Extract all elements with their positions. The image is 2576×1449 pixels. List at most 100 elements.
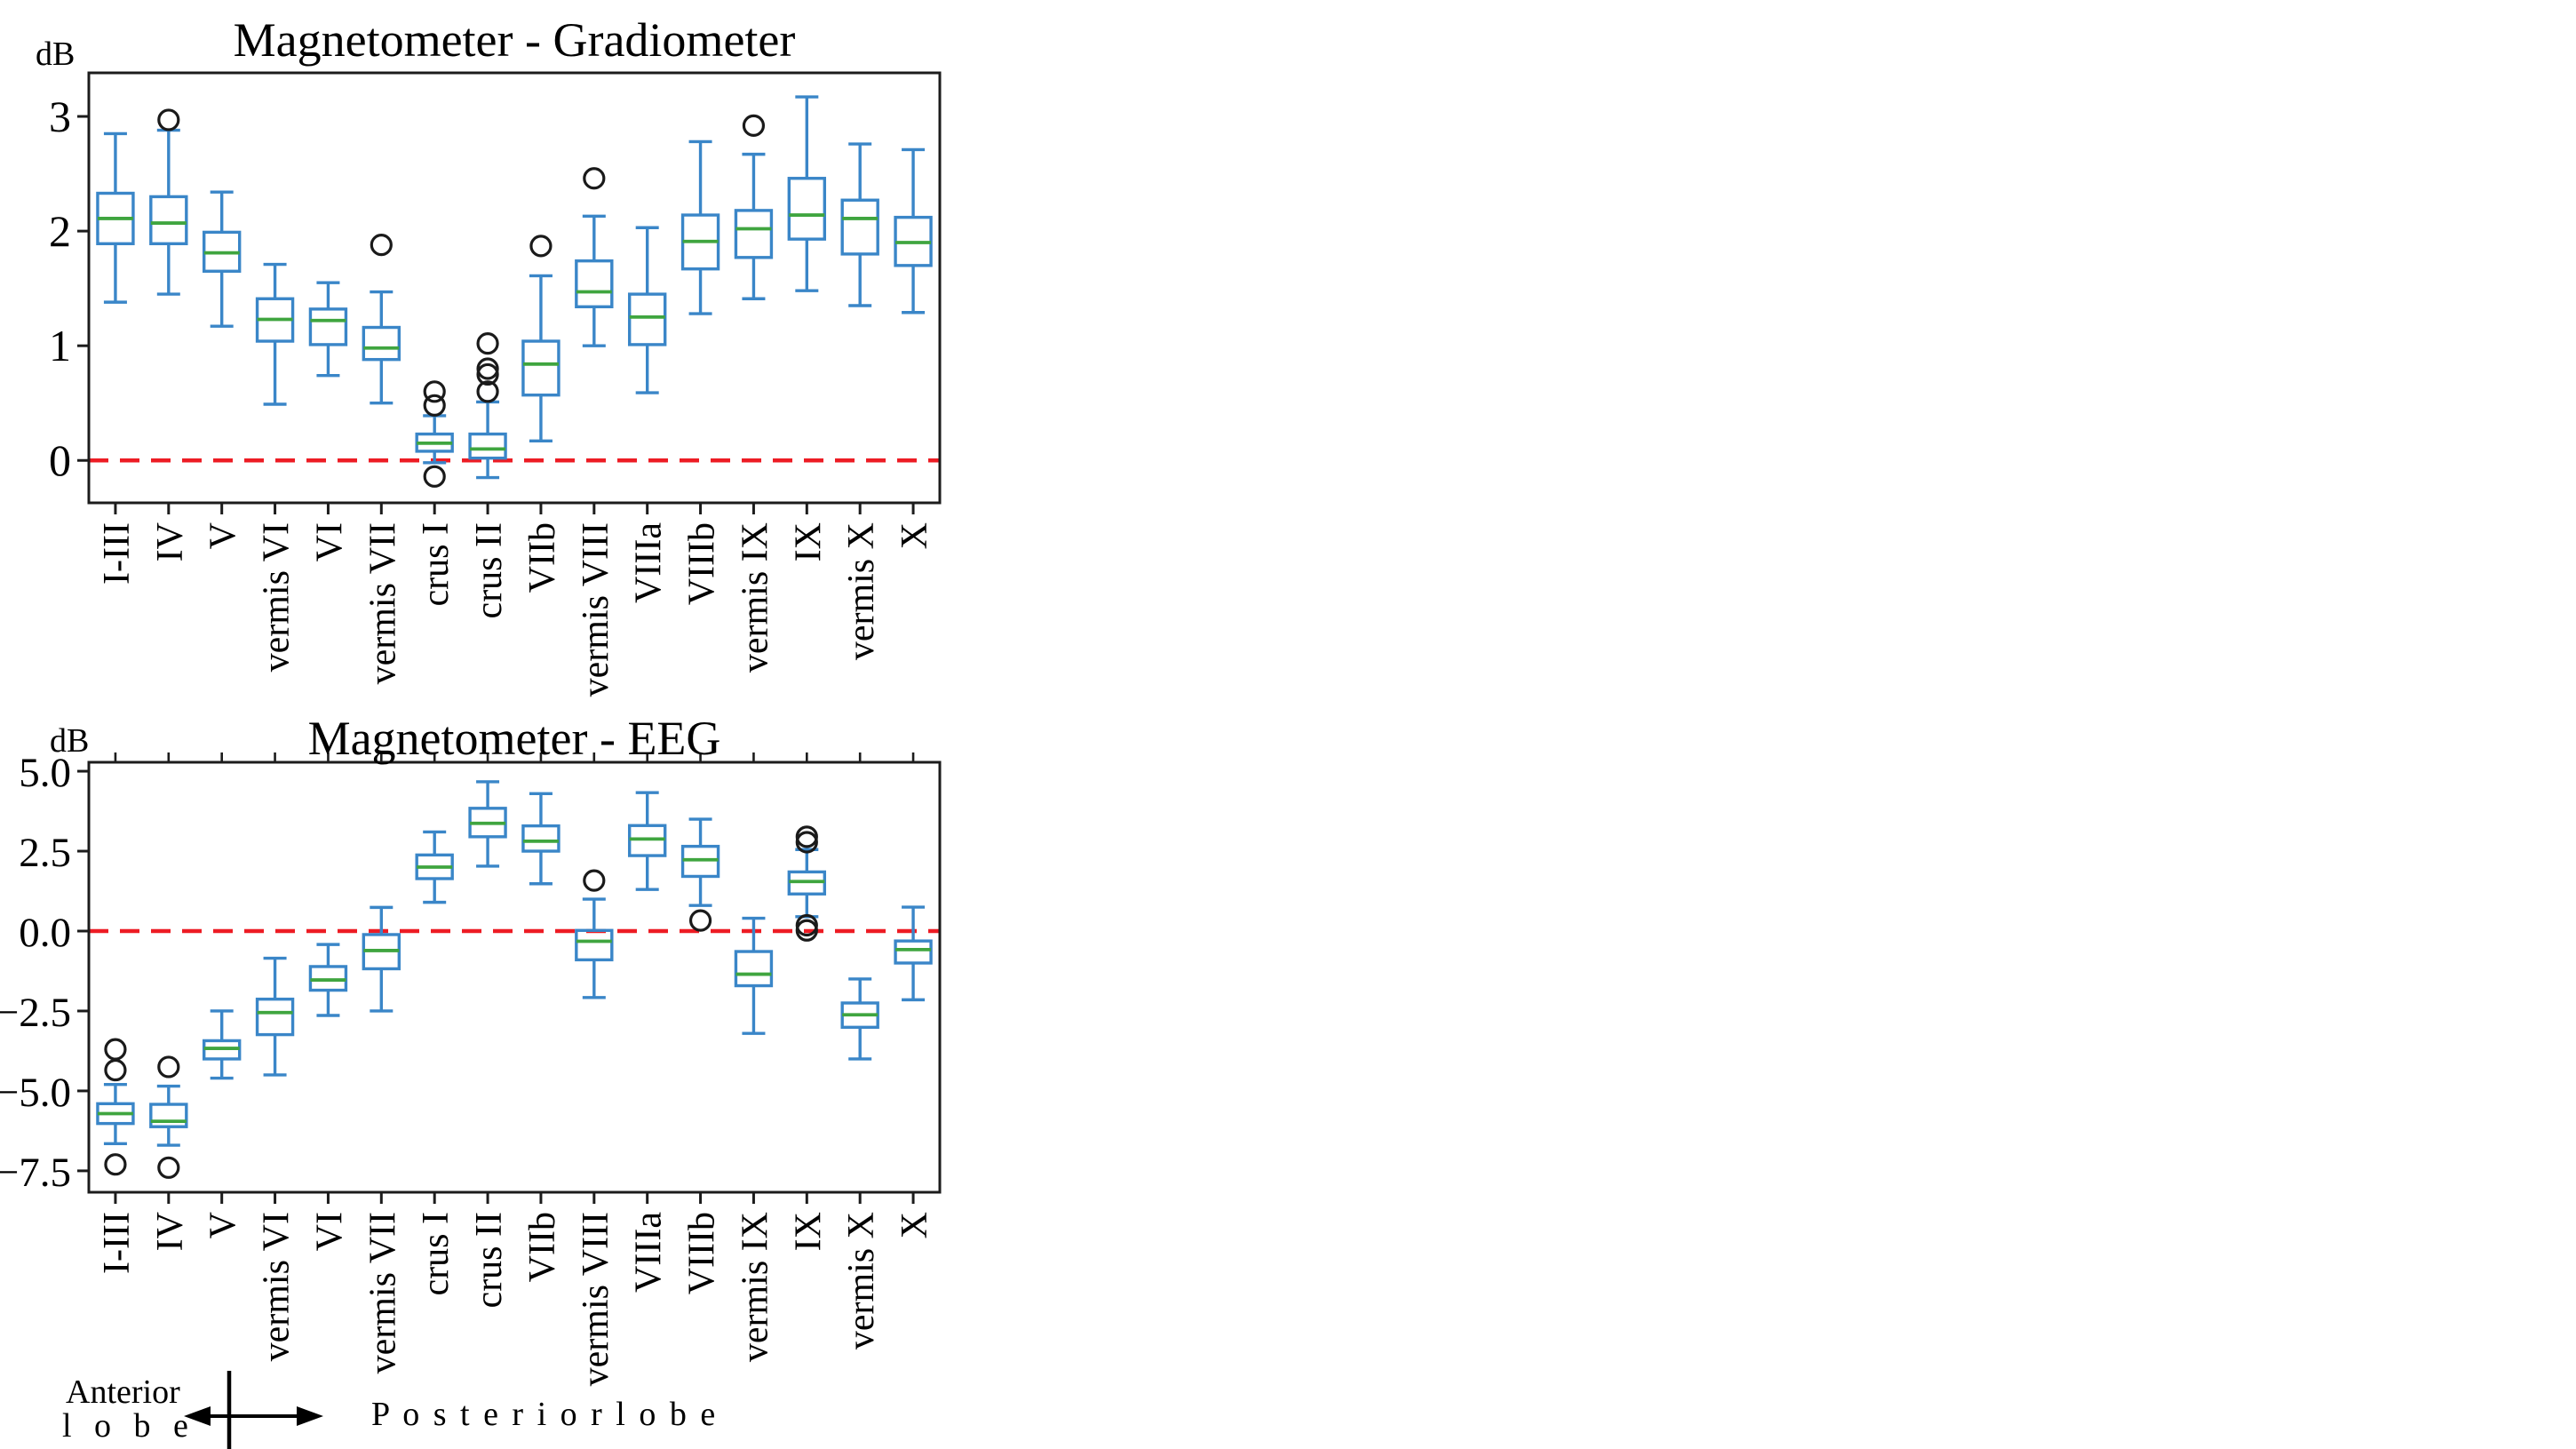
outlier-point bbox=[529, 235, 553, 258]
x-tick-label: I-III bbox=[97, 1212, 138, 1274]
x-tick-label: X bbox=[894, 522, 935, 549]
iqr-box bbox=[149, 195, 188, 246]
box-V bbox=[202, 190, 242, 328]
box-vermis VI bbox=[255, 262, 295, 406]
x-tick-label: IV bbox=[150, 1212, 191, 1251]
outlier-point bbox=[688, 909, 712, 932]
y-tick-label: 2 bbox=[49, 206, 71, 256]
y-tick-label: 2.5 bbox=[19, 830, 71, 876]
x-tick-label: crus I bbox=[416, 522, 457, 606]
x-tick-label: vermis IX bbox=[735, 522, 775, 673]
x-tick-label: vermis VIII bbox=[576, 1212, 616, 1386]
x-tick-label: vermis VII bbox=[362, 1212, 403, 1373]
box-vermis VIII bbox=[575, 869, 614, 999]
iqr-box bbox=[734, 950, 774, 988]
x-tick-label: vermis X bbox=[841, 1212, 882, 1349]
box-IX bbox=[787, 825, 827, 942]
outlier-point bbox=[370, 234, 393, 257]
box-VI bbox=[308, 943, 348, 1017]
box-crus II bbox=[468, 331, 507, 480]
x-tick-label: vermis X bbox=[841, 522, 882, 660]
outlier-point bbox=[476, 357, 499, 380]
outlier-point bbox=[157, 1156, 180, 1179]
iqr-box bbox=[362, 325, 402, 362]
outlier-point bbox=[476, 380, 499, 403]
outlier-point bbox=[157, 1055, 180, 1079]
x-tick-label: VIIb bbox=[522, 1212, 563, 1282]
x-tick-label: VIIIa bbox=[629, 522, 670, 603]
arrow-head-left-icon bbox=[184, 1406, 211, 1426]
x-tick-label: VIIIa bbox=[629, 1212, 670, 1293]
iqr-box bbox=[521, 824, 561, 853]
box-VIIIb bbox=[680, 139, 720, 315]
x-tick-label: V bbox=[203, 1212, 244, 1238]
box-VIIIa bbox=[627, 791, 667, 891]
box-X bbox=[894, 905, 933, 1002]
box-vermis IX bbox=[734, 916, 774, 1035]
chart2-ylabel: dB bbox=[50, 722, 89, 760]
box-VIIIa bbox=[627, 226, 667, 394]
y-tick-label: 3 bbox=[49, 92, 71, 141]
x-tick-label: VIIIb bbox=[682, 1212, 723, 1294]
iqr-box bbox=[149, 1103, 188, 1128]
box-VIIb bbox=[521, 792, 561, 886]
x-tick-label: V bbox=[203, 522, 244, 549]
outlier-point bbox=[476, 362, 499, 386]
anterior-lobe-label-line2: l o b e bbox=[62, 1407, 195, 1445]
box-vermis VIII bbox=[575, 167, 614, 347]
x-tick-label: vermis VIII bbox=[576, 522, 616, 697]
box-vermis VI bbox=[255, 956, 295, 1077]
x-tick-label: crus I bbox=[416, 1212, 457, 1295]
x-tick-label: VIIIb bbox=[682, 522, 723, 605]
box-crus I bbox=[415, 830, 454, 904]
x-tick-label: I-III bbox=[97, 522, 138, 585]
box-IX bbox=[787, 95, 827, 292]
iqr-box bbox=[734, 209, 774, 259]
box-crus I bbox=[415, 380, 454, 488]
x-tick-label: IX bbox=[788, 1212, 829, 1251]
outlier-point bbox=[795, 919, 818, 942]
x-tick-label: VI bbox=[309, 522, 350, 561]
box-IV bbox=[149, 108, 188, 296]
x-tick-label: vermis VI bbox=[257, 1212, 298, 1361]
outlier-point bbox=[742, 114, 766, 137]
outlier-point bbox=[795, 831, 818, 854]
box-vermis X bbox=[840, 142, 879, 307]
x-tick-label: IX bbox=[788, 522, 829, 561]
outlier-point bbox=[104, 1058, 127, 1082]
x-tick-label: IV bbox=[150, 522, 191, 561]
iqr-box bbox=[575, 259, 614, 308]
box-V bbox=[202, 1009, 242, 1080]
x-tick-label: crus II bbox=[469, 522, 510, 618]
outlier-point bbox=[423, 394, 446, 417]
box-vermis IX bbox=[734, 114, 774, 300]
iqr-box bbox=[308, 307, 348, 346]
box-vermis VII bbox=[362, 905, 402, 1013]
y-tick-label: 0 bbox=[49, 435, 71, 485]
y-tick-label: 1 bbox=[49, 321, 71, 370]
plot-border bbox=[87, 71, 942, 505]
chart1-ylabel: dB bbox=[36, 36, 75, 73]
arrow-head-right-icon bbox=[297, 1406, 323, 1426]
box-IV bbox=[149, 1055, 188, 1179]
anterior-lobe-label-line1: Anterior bbox=[66, 1373, 180, 1411]
y-tick-label: −5.0 bbox=[0, 1070, 71, 1116]
x-tick-label: crus II bbox=[469, 1212, 510, 1308]
iqr-box bbox=[521, 339, 561, 397]
outlier-point bbox=[104, 1153, 127, 1176]
x-tick-label: vermis IX bbox=[735, 1212, 775, 1362]
outlier-point bbox=[583, 167, 606, 190]
x-tick-label: VI bbox=[309, 1212, 350, 1251]
iqr-box bbox=[575, 928, 614, 962]
box-vermis X bbox=[840, 977, 879, 1061]
box-vermis VII bbox=[362, 234, 402, 405]
chart2-title: Magnetometer - EEG bbox=[308, 712, 721, 765]
iqr-box bbox=[468, 432, 507, 460]
x-tick-label: vermis VII bbox=[362, 522, 403, 684]
y-tick-label: −7.5 bbox=[0, 1150, 71, 1196]
x-tick-label: X bbox=[894, 1212, 935, 1238]
box-X bbox=[894, 147, 933, 314]
